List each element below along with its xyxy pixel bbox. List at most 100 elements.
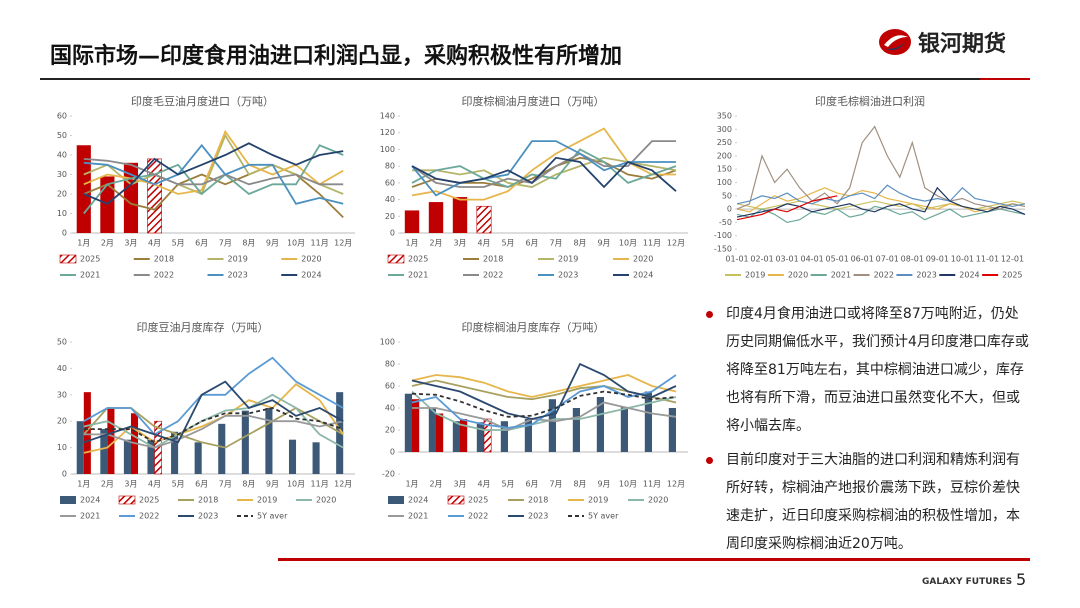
x-tick-label: 11月: [643, 239, 661, 248]
y-tick-label: 350: [717, 112, 732, 121]
legend-label: 2023: [228, 271, 248, 280]
x-tick-label: 9月: [597, 239, 610, 248]
series-line: [83, 356, 344, 436]
y-tick-label: 100: [717, 178, 732, 187]
x-tick-label: 10月: [619, 480, 637, 489]
x-tick-label: 10月: [287, 239, 305, 248]
legend-label: 2021: [80, 512, 100, 521]
legend-label: 2022: [483, 271, 503, 280]
y-tick-label: 40: [57, 364, 67, 373]
x-tick-label: 03-01: [775, 255, 798, 264]
legend-label: 2023: [916, 271, 936, 280]
bar: [644, 391, 652, 452]
logo: 银河期货: [878, 26, 1006, 58]
y-tick-label: 80: [385, 162, 395, 171]
x-tick-label: 11月: [311, 239, 329, 248]
x-tick-label: 7月: [549, 239, 562, 248]
series-line: [412, 401, 677, 431]
x-tick-label: 11月: [643, 480, 661, 489]
bar: [460, 419, 468, 452]
x-tick-label: 12月: [667, 480, 685, 489]
series-line: [736, 195, 838, 221]
legend-label: 2025: [80, 255, 100, 264]
legend-label: 2020: [301, 255, 321, 264]
x-tick-label: 7月: [549, 480, 562, 489]
series-line: [411, 390, 677, 418]
x-tick-label: 4月: [477, 480, 490, 489]
legend-label: 2020: [316, 496, 336, 505]
legend-label: 2018: [154, 255, 174, 264]
bar: [412, 399, 420, 452]
legend-swatch: [59, 254, 77, 264]
y-tick-label: -100: [714, 231, 732, 240]
y-tick-label: 150: [717, 165, 732, 174]
y-tick-label: 50: [57, 131, 67, 140]
bar: [452, 197, 468, 233]
series-line: [411, 362, 677, 420]
legend-swatch: [447, 495, 465, 505]
y-tick-label: 40: [385, 404, 395, 413]
legend-label: 2018: [198, 496, 218, 505]
y-tick-label: 100: [380, 338, 395, 347]
x-tick-label: 8月: [573, 480, 586, 489]
page-number: 5: [1016, 570, 1027, 589]
series-line: [411, 374, 677, 398]
x-tick-label: 8月: [242, 480, 255, 489]
series-line: [83, 158, 344, 186]
y-tick-label: 0: [390, 229, 395, 238]
bar: [483, 418, 492, 453]
bar: [620, 406, 628, 452]
bar: [76, 145, 91, 233]
x-tick-label: 12月: [334, 480, 352, 489]
x-tick-label: 5月: [172, 480, 185, 489]
series-line: [736, 205, 1026, 224]
legend-label: 5Y aver: [257, 512, 288, 521]
bar: [548, 399, 556, 452]
series-line: [411, 390, 677, 431]
legend-label: 2025: [1002, 271, 1022, 280]
x-tick-label: 12月: [667, 239, 685, 248]
y-tick-label: 10: [57, 209, 67, 218]
footer-rule: [278, 558, 1030, 561]
y-tick-label: -50: [719, 218, 732, 227]
bar: [288, 439, 297, 474]
logo-icon: [879, 29, 911, 55]
legend-label: 2024: [80, 496, 100, 505]
bar: [312, 442, 320, 474]
x-tick-label: 6月: [195, 480, 208, 489]
y-tick-label: 140: [380, 112, 395, 121]
y-tick-label: 300: [717, 125, 732, 134]
legend-label: 2024: [408, 496, 428, 505]
chart-palm-stock: 印度棕榈油月度库存（万吨） -20 0 20 40 60 80 100 1月 2月 3月 4月 5月 6月…: [380, 320, 688, 521]
series-line: [411, 156, 677, 192]
y-tick-label: 60: [385, 178, 395, 187]
y-tick-label: 120: [380, 128, 395, 137]
x-tick-label: 3月: [124, 239, 137, 248]
bullet: 目前印度对于三大油脂的进口利润和精炼利润有所好转，棕榈油产地报价震荡下跌，豆棕价…: [702, 446, 1032, 558]
slide-title: 国际市场—印度食用油进口利润凸显，采购积极性有所增加: [50, 44, 623, 69]
x-tick-label: 9月: [597, 480, 610, 489]
bar: [83, 392, 91, 474]
y-tick-label: 20: [57, 190, 67, 199]
legend-label: 2022: [468, 512, 488, 521]
y-tick-label: 250: [717, 138, 732, 147]
legend-label: 2025: [139, 496, 159, 505]
series-line: [411, 379, 677, 404]
x-tick-label: 5月: [501, 480, 514, 489]
x-tick-label: 05-01: [826, 255, 849, 264]
bar: [436, 413, 444, 452]
x-tick-label: 10月: [619, 239, 637, 248]
legend-label: 2021: [80, 271, 100, 280]
x-tick-label: 1月: [405, 239, 418, 248]
series-line: [411, 140, 676, 197]
bar: [100, 429, 108, 474]
legend-label: 2024: [959, 271, 979, 280]
series-line: [736, 186, 1026, 218]
legend-swatch: [118, 495, 136, 505]
x-tick-label: 5月: [501, 239, 514, 248]
header-accent: [980, 78, 1030, 80]
y-tick-label: 80: [385, 360, 395, 369]
legend-label: 2024: [301, 271, 321, 280]
chart-title: 印度毛棕榈油进口利润: [815, 94, 925, 108]
x-tick-label: 11-01: [976, 255, 999, 264]
